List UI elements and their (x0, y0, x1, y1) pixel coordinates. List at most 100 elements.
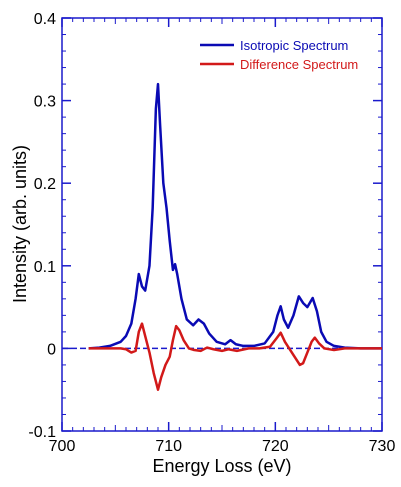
isotropic-spectrum-point (141, 286, 142, 287)
difference-spectrum-point (259, 348, 260, 349)
difference-spectrum-point (165, 364, 166, 365)
y-tick-label: 0.2 (34, 176, 56, 193)
difference-spectrum-point (157, 389, 158, 390)
y-tick-label: -0.1 (28, 424, 56, 441)
difference-spectrum-point (141, 323, 142, 324)
difference-spectrum-point (183, 340, 184, 341)
isotropic-spectrum-point (302, 302, 303, 303)
difference-spectrum-point (88, 348, 89, 349)
isotropic-spectrum-point (283, 319, 284, 320)
difference-spectrum-point (280, 332, 281, 333)
isotropic-spectrum-point (312, 297, 313, 298)
difference-spectrum-point (131, 352, 132, 353)
difference-spectrum-point (311, 341, 312, 342)
isotropic-spectrum-point (333, 345, 334, 346)
isotropic-spectrum-point (216, 341, 217, 342)
difference-spectrum-point (307, 352, 308, 353)
isotropic-spectrum-point (203, 323, 204, 324)
difference-spectrum-point (294, 356, 295, 357)
series-layer (88, 82, 382, 391)
isotropic-spectrum-point (181, 298, 182, 299)
difference-spectrum-point (269, 346, 270, 347)
difference-spectrum-point (125, 349, 126, 350)
isotropic-spectrum-point (277, 315, 278, 316)
isotropic-spectrum-point (225, 344, 226, 345)
y-tick-label: 0.3 (34, 94, 56, 111)
difference-spectrum-point (179, 330, 180, 331)
difference-spectrum-point (314, 337, 315, 338)
difference-spectrum-point (188, 348, 189, 349)
x-tick-label: 730 (369, 438, 396, 455)
isotropic-spectrum-point (273, 331, 274, 332)
difference-spectrum-point (138, 331, 139, 332)
isotropic-spectrum-point (125, 335, 126, 336)
difference-spectrum-point (248, 348, 249, 349)
isotropic-spectrum-point (253, 345, 254, 346)
tick-labels: 700 710 720 730 -0.1 0 0.1 0.2 0.3 0.4 (28, 11, 395, 455)
isotropic-spectrum-point (166, 207, 167, 208)
isotropic-spectrum-point (280, 306, 281, 307)
isotropic-spectrum-point (149, 265, 150, 266)
isotropic-spectrum-point (316, 311, 317, 312)
isotropic-spectrum-point (109, 345, 110, 346)
difference-spectrum-point (145, 335, 146, 336)
isotropic-spectrum-point (186, 319, 187, 320)
difference-spectrum-point (213, 349, 214, 350)
isotropic-spectrum-line (88, 82, 382, 350)
isotropic-spectrum-point (172, 269, 173, 270)
difference-spectrum-point (149, 352, 150, 353)
isotropic-spectrum-point (163, 183, 164, 184)
difference-spectrum-point (284, 341, 285, 342)
difference-spectrum-point (228, 349, 229, 350)
isotropic-spectrum-point (321, 331, 322, 332)
difference-spectrum-point (120, 348, 121, 349)
x-tick-label: 720 (262, 438, 289, 455)
isotropic-spectrum-point (174, 264, 175, 265)
difference-spectrum-point (344, 348, 345, 349)
x-tick-label: 700 (49, 438, 76, 455)
difference-spectrum-point (206, 347, 207, 348)
difference-spectrum-point (135, 350, 136, 351)
isotropic-spectrum-point (264, 343, 265, 344)
difference-spectrum-point (289, 348, 290, 349)
y-tick-label: 0.4 (34, 11, 56, 28)
isotropic-spectrum-point (169, 240, 170, 241)
plot-frame (61, 17, 383, 432)
isotropic-spectrum-point (235, 344, 236, 345)
difference-spectrum-point (221, 350, 222, 351)
isotropic-spectrum-point (230, 340, 231, 341)
isotropic-spectrum-point (131, 323, 132, 324)
difference-spectrum-point (236, 350, 237, 351)
isotropic-spectrum-point (326, 341, 327, 342)
difference-spectrum-point (333, 349, 334, 350)
difference-spectrum-point (302, 363, 303, 364)
difference-spectrum-point (299, 364, 300, 365)
x-axis-title: Energy Loss (eV) (152, 456, 291, 476)
isotropic-spectrum-point (120, 341, 121, 342)
difference-spectrum-point (169, 356, 170, 357)
difference-spectrum-point (194, 349, 195, 350)
legend-label-difference-spectrum: Difference Spectrum (240, 57, 358, 72)
difference-spectrum-point (200, 350, 201, 351)
isotropic-spectrum-point (135, 298, 136, 299)
isotropic-spectrum-point (145, 290, 146, 291)
legend: Isotropic Spectrum Difference Spectrum (200, 38, 358, 72)
legend-label-isotropic-spectrum: Isotropic Spectrum (240, 38, 348, 53)
y-tick-label: 0.1 (34, 259, 56, 276)
isotropic-spectrum-point (152, 207, 153, 208)
x-tick-label: 710 (155, 438, 182, 455)
isotropic-spectrum-point (209, 333, 210, 334)
difference-spectrum-point (153, 373, 154, 374)
isotropic-spectrum-point (243, 345, 244, 346)
isotropic-spectrum-point (293, 315, 294, 316)
difference-spectrum-point (161, 377, 162, 378)
y-tick-label: 0 (47, 341, 56, 358)
difference-spectrum-point (176, 325, 177, 326)
isotropic-spectrum-point (138, 273, 139, 274)
difference-spectrum-point (109, 348, 110, 349)
isotropic-spectrum-point (157, 83, 158, 84)
isotropic-spectrum-point (307, 307, 308, 308)
isotropic-spectrum-point (155, 108, 156, 109)
difference-spectrum-point (276, 338, 277, 339)
